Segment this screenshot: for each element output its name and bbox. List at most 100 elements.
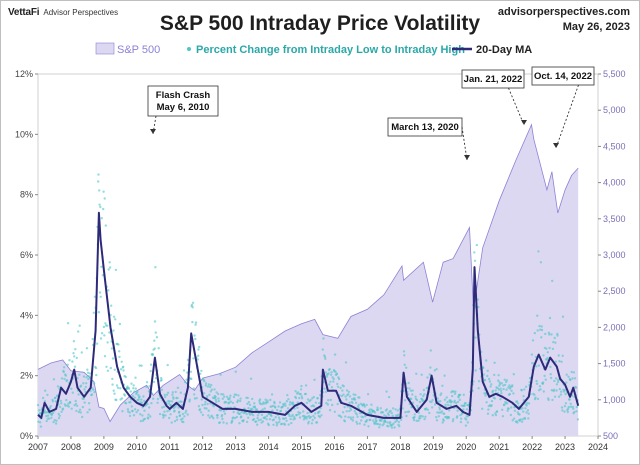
daily-range-dot — [249, 377, 253, 380]
daily-range-dot — [536, 314, 539, 317]
annotation-arrow — [555, 84, 579, 149]
daily-range-dot — [373, 411, 377, 414]
daily-range-dot — [313, 378, 316, 381]
daily-range-dot — [161, 406, 164, 409]
daily-range-dot — [366, 393, 370, 396]
daily-range-dot — [202, 392, 206, 395]
daily-range-dot — [142, 395, 145, 398]
daily-range-dot — [574, 386, 578, 389]
daily-range-dot — [193, 334, 196, 337]
daily-range-dot — [431, 406, 434, 409]
daily-range-dot — [521, 418, 524, 421]
daily-range-dot — [340, 416, 343, 419]
daily-range-dot — [437, 415, 440, 418]
daily-range-dot — [498, 381, 501, 384]
daily-range-dot — [182, 369, 186, 372]
daily-range-dot — [403, 399, 407, 402]
daily-range-dot — [194, 337, 197, 341]
daily-range-dot — [231, 419, 234, 422]
daily-range-dot — [276, 408, 279, 412]
daily-range-dot — [168, 416, 171, 420]
daily-range-dot — [136, 390, 139, 393]
x-tick-label: 2014 — [259, 442, 279, 452]
daily-range-dot — [453, 392, 457, 395]
daily-range-dot — [359, 402, 363, 405]
daily-range-dot — [138, 364, 141, 367]
daily-range-dot — [509, 413, 513, 417]
daily-range-dot — [160, 378, 163, 382]
daily-range-dot — [507, 386, 510, 389]
daily-range-dot — [534, 396, 537, 399]
daily-range-dot — [448, 409, 451, 412]
daily-range-dot — [219, 373, 222, 376]
daily-range-dot — [218, 421, 222, 424]
daily-range-dot — [299, 388, 303, 391]
daily-range-dot — [206, 385, 210, 388]
daily-range-dot — [99, 205, 102, 209]
daily-range-dot — [398, 425, 401, 428]
daily-range-dot — [234, 370, 237, 373]
daily-range-dot — [222, 410, 226, 413]
legend-swatch-sp500 — [95, 42, 115, 55]
daily-range-dot — [221, 417, 224, 421]
daily-range-dot — [566, 410, 569, 414]
daily-range-dot — [344, 395, 347, 398]
daily-range-dot — [196, 358, 199, 361]
daily-range-dot — [131, 410, 134, 413]
legend-label-ma: 20-Day MA — [476, 44, 532, 56]
daily-range-dot — [356, 415, 359, 418]
daily-range-dot — [129, 401, 132, 404]
daily-range-dot — [91, 337, 94, 341]
daily-range-dot — [186, 413, 189, 416]
daily-range-dot — [160, 376, 163, 380]
y-left-tick-label: 4% — [20, 310, 33, 320]
daily-range-dot — [328, 367, 331, 371]
daily-range-dot — [166, 391, 170, 394]
daily-range-dot — [285, 419, 288, 422]
daily-range-dot — [178, 410, 181, 414]
daily-range-dot — [255, 408, 259, 411]
daily-range-dot — [487, 377, 491, 381]
daily-range-dot — [420, 373, 423, 376]
daily-range-dot — [436, 411, 439, 414]
x-tick-label: 2016 — [324, 442, 344, 452]
x-tick-label: 2013 — [226, 442, 246, 452]
daily-range-dot — [103, 334, 106, 337]
daily-range-dot — [423, 417, 426, 421]
daily-range-dot — [450, 400, 453, 403]
daily-range-dot — [135, 411, 138, 414]
daily-range-dot — [439, 400, 442, 403]
daily-range-dot — [327, 372, 330, 375]
daily-range-dot — [171, 391, 174, 394]
daily-range-dot — [86, 368, 89, 371]
daily-range-dot — [71, 391, 75, 394]
daily-range-dot — [301, 397, 304, 400]
daily-range-dot — [111, 383, 114, 386]
daily-range-dot — [256, 423, 259, 426]
daily-range-dot — [197, 354, 200, 357]
daily-range-dot — [204, 400, 207, 404]
daily-range-dot — [93, 382, 96, 385]
daily-range-dot — [552, 340, 555, 344]
daily-range-dot — [157, 347, 160, 350]
daily-range-dot — [238, 422, 241, 425]
daily-range-dot — [119, 368, 123, 371]
daily-range-dot — [466, 421, 469, 424]
daily-range-dot — [409, 389, 413, 392]
daily-range-dot — [247, 416, 250, 419]
annotation-arrowhead — [150, 129, 156, 134]
daily-range-dot — [451, 394, 454, 398]
daily-range-dot — [459, 420, 463, 424]
daily-range-dot — [546, 356, 549, 360]
daily-range-dot — [150, 392, 154, 395]
daily-range-dot — [278, 401, 282, 404]
daily-range-dot — [349, 406, 352, 410]
daily-range-dot — [74, 402, 78, 406]
daily-range-dot — [294, 396, 298, 400]
y-right-tick-label: 1,000 — [603, 395, 626, 405]
daily-range-dot — [389, 409, 392, 413]
daily-range-dot — [573, 377, 577, 380]
daily-range-dot — [192, 387, 195, 390]
daily-range-dot — [70, 387, 73, 390]
daily-range-dot — [545, 347, 548, 350]
